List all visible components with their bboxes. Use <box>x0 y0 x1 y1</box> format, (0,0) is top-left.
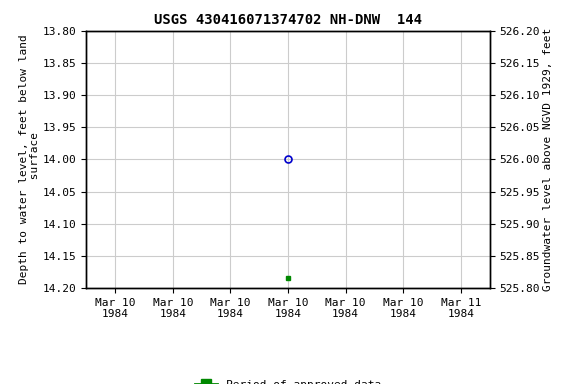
Legend: Period of approved data: Period of approved data <box>191 376 385 384</box>
Y-axis label: Depth to water level, feet below land
 surface: Depth to water level, feet below land su… <box>18 35 40 284</box>
Y-axis label: Groundwater level above NGVD 1929, feet: Groundwater level above NGVD 1929, feet <box>543 28 552 291</box>
Title: USGS 430416071374702 NH-DNW  144: USGS 430416071374702 NH-DNW 144 <box>154 13 422 27</box>
